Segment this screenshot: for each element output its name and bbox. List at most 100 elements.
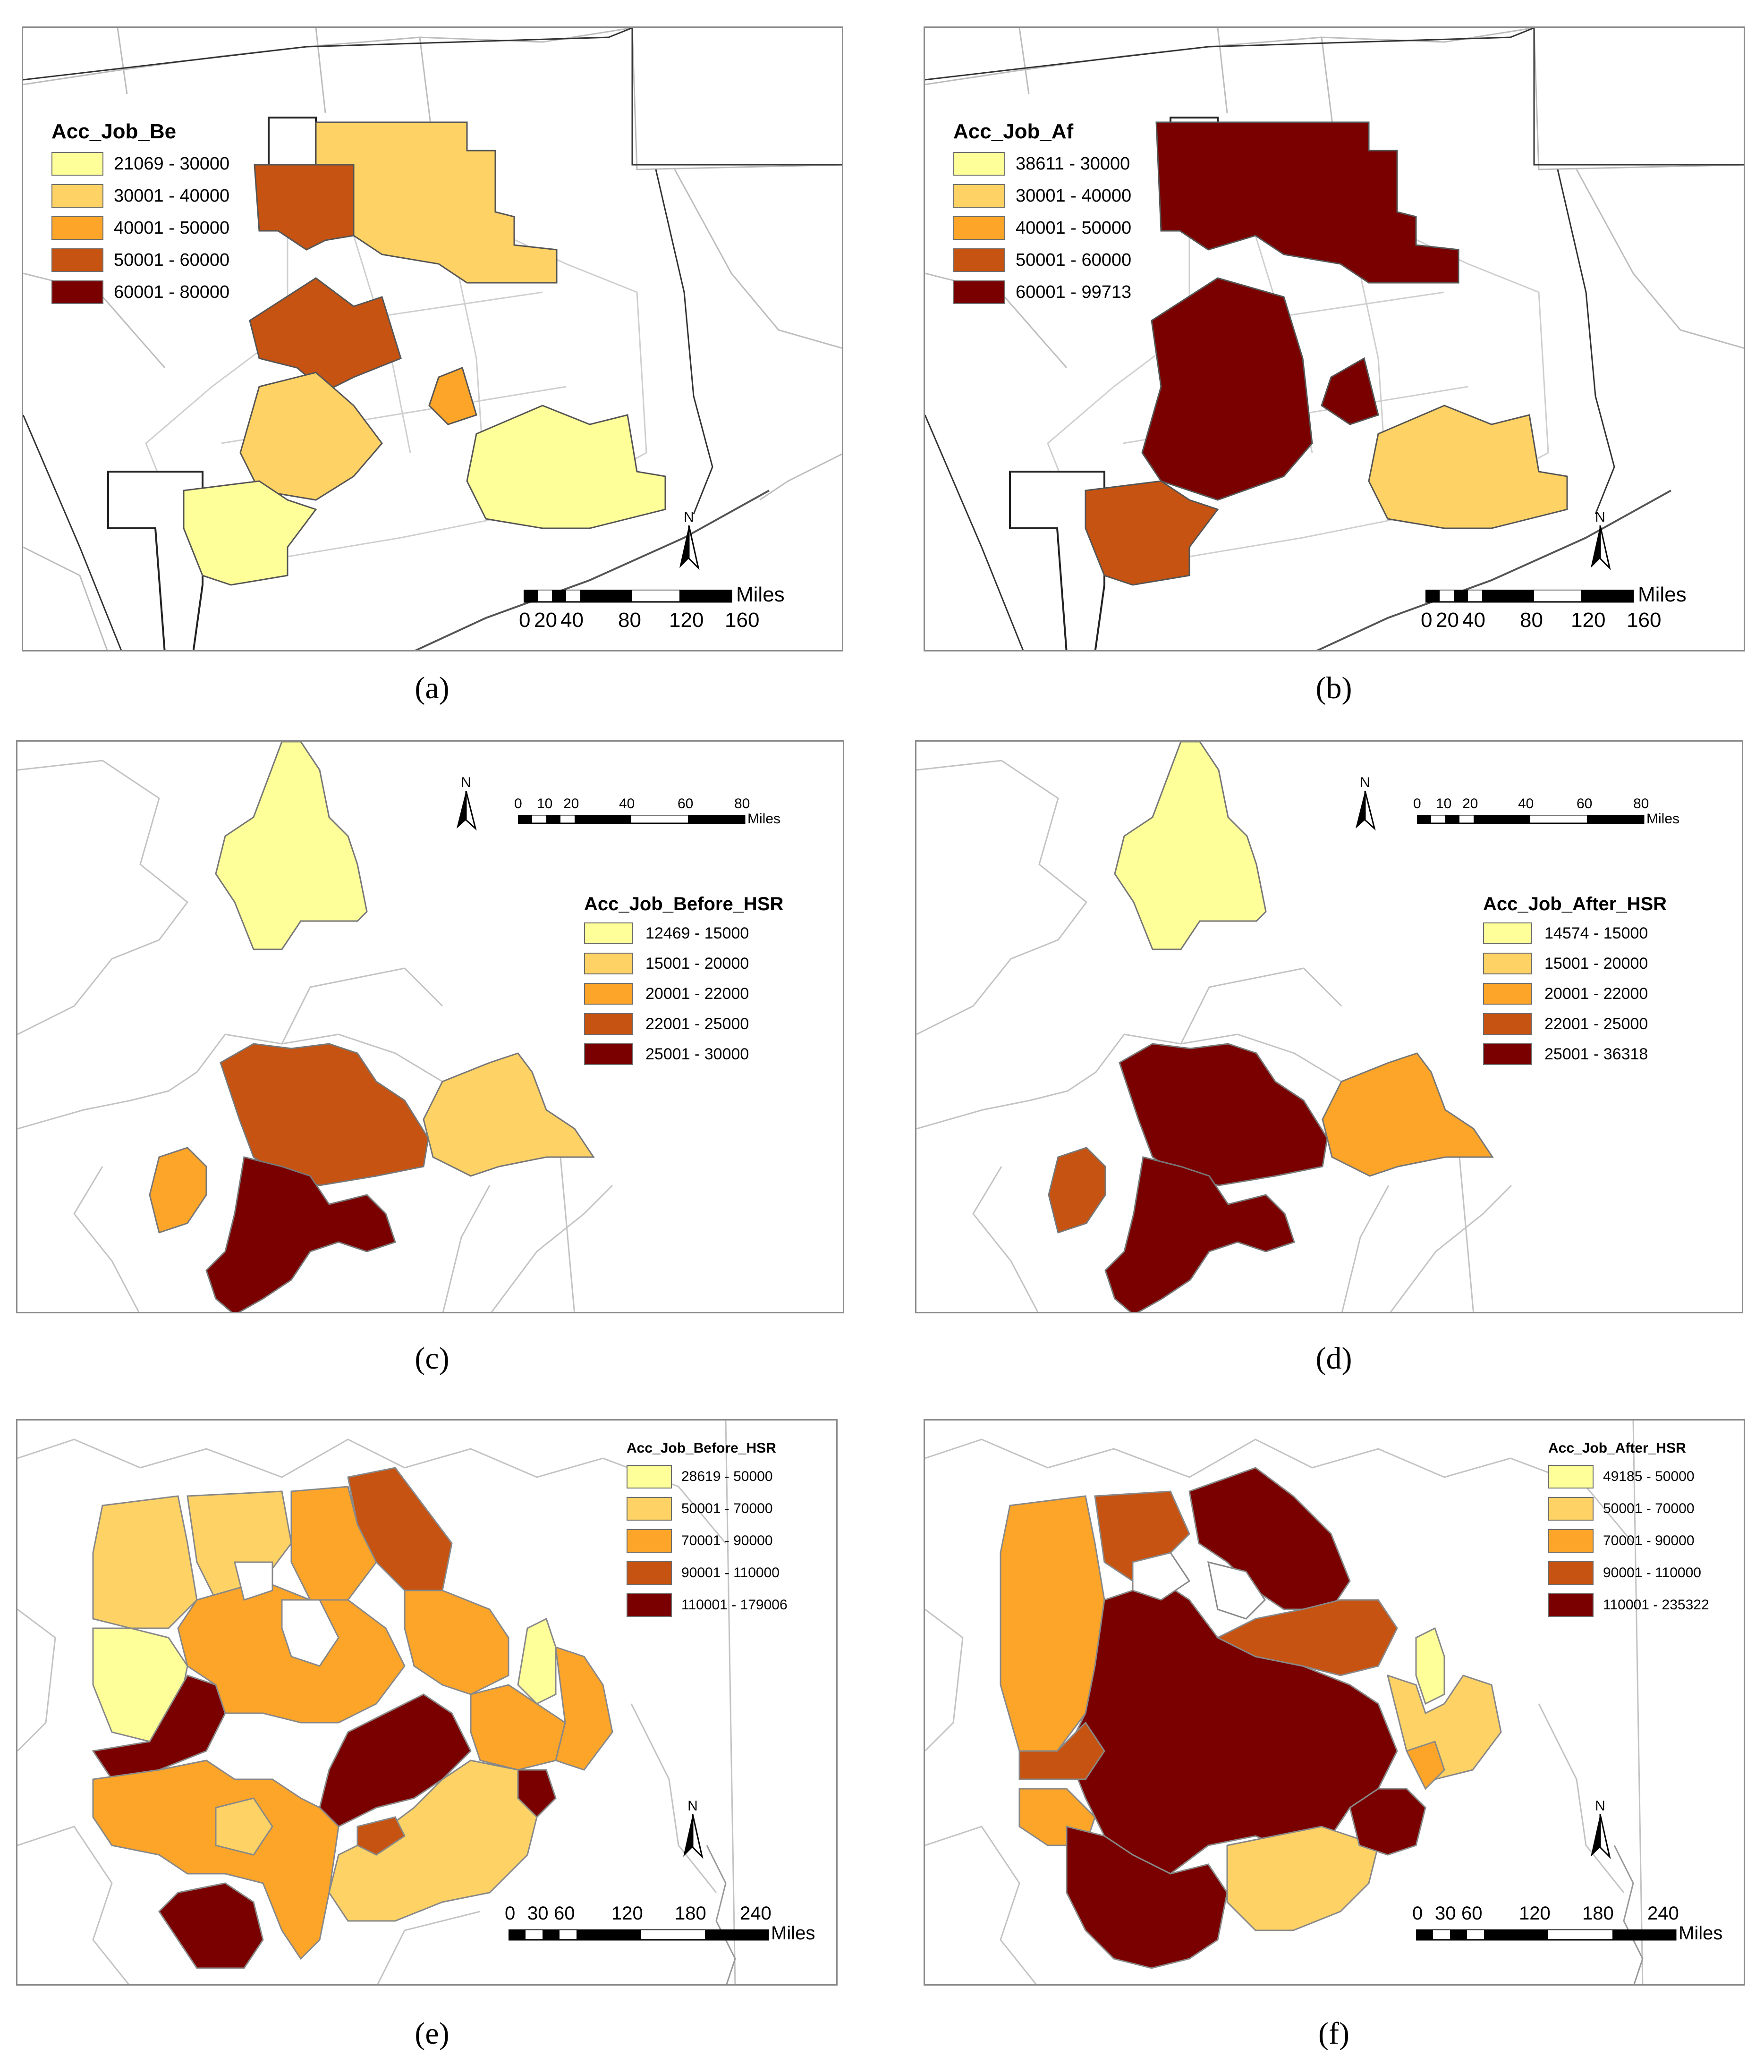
scale-tick: 120 <box>1571 609 1606 632</box>
scale-bar-b: Miles 0 20 40 80 120 160 <box>1421 583 1728 642</box>
map-e-canvas <box>17 1421 736 1984</box>
north-label: N <box>461 775 471 790</box>
map-panel-b: Acc_Job_Af 38611 - 30000 30001 - 40000 4… <box>924 26 1745 651</box>
map-a-canvas <box>23 28 842 650</box>
legend-swatch <box>584 983 633 1005</box>
coastline-e <box>706 1845 736 1984</box>
scale-tick: 160 <box>725 609 760 632</box>
north-arrow-a: N <box>675 509 703 575</box>
caption-c: (c) <box>415 1341 449 1376</box>
north-arrow-c: N <box>452 775 480 836</box>
legend-label: 30001 - 40000 <box>114 186 230 206</box>
served-counties-b <box>1085 121 1568 586</box>
region-e-south-west <box>92 1759 339 1960</box>
legend-label: 14574 - 15000 <box>1544 924 1648 942</box>
region-e-east2 <box>470 1684 566 1771</box>
legend-label: 90001 - 110000 <box>1603 1565 1701 1581</box>
legend-swatch <box>51 184 103 208</box>
legend-row: 110001 - 235322 <box>1548 1593 1709 1617</box>
caption-e: (e) <box>415 2016 449 2051</box>
scale-tick: 20 <box>534 609 557 632</box>
region-east-a <box>466 405 666 529</box>
map-panel-a: Acc_Job_Be 21069 - 30000 30001 - 40000 4… <box>22 26 843 651</box>
legend-label: 38611 - 30000 <box>1016 153 1130 174</box>
legend-swatch <box>584 953 633 974</box>
scale-tick: 240 <box>740 1903 772 1924</box>
caption-d: (d) <box>1315 1341 1352 1376</box>
region-f-belt <box>1216 1599 1398 1676</box>
legend-swatch <box>584 1013 633 1035</box>
north-arrow-b: N <box>1586 509 1614 575</box>
scale-unit: Miles <box>1646 811 1680 827</box>
north-label: N <box>1360 775 1370 790</box>
region-north-b <box>1155 121 1459 284</box>
scale-tick: 0 <box>519 609 531 632</box>
scale-tick: 240 <box>1647 1903 1679 1924</box>
scale-tick: 40 <box>1518 796 1534 812</box>
region-central-west-a <box>249 277 402 392</box>
legend-swatch <box>51 152 103 176</box>
scale-unit: Miles <box>736 583 785 606</box>
background-boundaries <box>17 1421 736 1984</box>
legend-swatch <box>627 1465 672 1488</box>
scale-tick: 0 <box>1413 796 1421 812</box>
legend-row: 50001 - 70000 <box>1548 1497 1709 1521</box>
background-boundaries <box>925 1421 1644 1984</box>
scale-tick: 40 <box>619 796 635 812</box>
legend-label: 110001 - 179006 <box>681 1597 788 1613</box>
scale-bar-graphic <box>1425 590 1634 603</box>
region-north-a <box>315 121 558 284</box>
legend-row: 30001 - 40000 <box>51 184 229 208</box>
scale-tick: 0 <box>1412 1903 1423 1924</box>
region-e-east-strip <box>517 1617 557 1705</box>
legend-row: 50001 - 60000 <box>953 248 1131 272</box>
scale-tick: 40 <box>560 609 584 632</box>
legend-swatch <box>1483 1013 1532 1035</box>
scale-bar-graphic <box>509 1929 769 1941</box>
prefecture-regions-e <box>92 1467 613 1969</box>
region-south-c <box>205 1156 396 1312</box>
scale-bar-a: Miles 0 20 40 80 120 160 <box>519 583 826 642</box>
scale-tick: 60 <box>554 1903 575 1924</box>
legend-swatch <box>1548 1465 1594 1488</box>
legend-swatch <box>1548 1529 1594 1553</box>
legend-label: 40001 - 50000 <box>114 218 230 238</box>
legend-row: 49185 - 50000 <box>1548 1465 1709 1488</box>
region-east-b <box>1368 405 1568 529</box>
scale-unit: Miles <box>1679 1923 1723 1944</box>
legend-label: 25001 - 36318 <box>1544 1045 1648 1063</box>
scale-bar-e: 0 30 60 120 180 240 Miles <box>505 1903 830 1960</box>
legend-label: 20001 - 22000 <box>645 984 749 1003</box>
coastline <box>1316 490 1671 650</box>
legend-swatch <box>953 152 1005 176</box>
legend-label: 21069 - 30000 <box>114 153 230 174</box>
background-boundaries <box>916 760 1512 1312</box>
scale-tick: 60 <box>1461 1903 1483 1924</box>
legend-row: 40001 - 50000 <box>51 216 229 240</box>
served-regions-d <box>1048 742 1494 1312</box>
scale-tick: 40 <box>1462 609 1485 632</box>
scale-bar-graphic <box>1417 815 1645 824</box>
legend-label: 50001 - 70000 <box>1603 1501 1695 1516</box>
north-arrow-e: N <box>678 1798 707 1864</box>
scale-bar-graphic <box>518 815 746 824</box>
caption-b: (b) <box>1315 671 1352 705</box>
legend-label: 50001 - 60000 <box>1016 250 1132 270</box>
legend-row: 22001 - 25000 <box>1483 1013 1667 1035</box>
coastline-f <box>1613 1845 1644 1984</box>
caption-f: (f) <box>1318 2016 1349 2051</box>
legend-swatch <box>1483 922 1532 944</box>
legend-row: 20001 - 22000 <box>584 983 783 1005</box>
legend-title: Acc_Job_Before_HSR <box>584 894 784 914</box>
legend-swatch <box>1483 953 1532 974</box>
legend-row: 15001 - 20000 <box>1483 953 1667 974</box>
legend-row: 25001 - 30000 <box>584 1043 783 1065</box>
legend-label: 25001 - 30000 <box>645 1045 749 1063</box>
north-arrow-f: N <box>1586 1798 1614 1864</box>
scale-tick: 180 <box>1582 1903 1614 1924</box>
scale-tick: 60 <box>678 796 694 812</box>
legend-swatch <box>1548 1561 1594 1585</box>
scale-tick: 80 <box>1520 609 1543 632</box>
background-boundaries <box>17 760 613 1312</box>
